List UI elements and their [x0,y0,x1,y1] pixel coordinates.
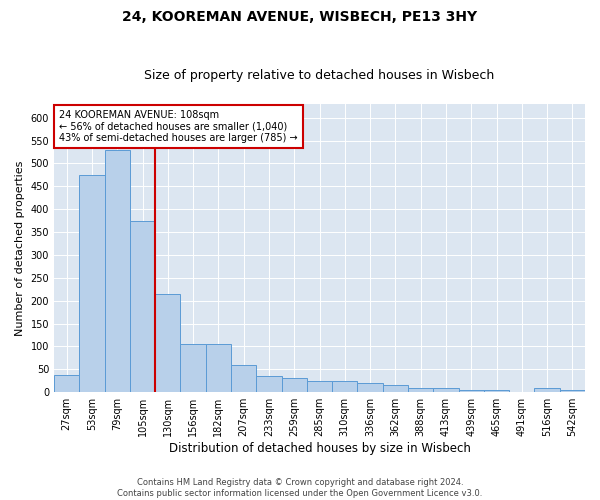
Bar [535,388,560,392]
Bar [206,344,231,392]
Bar [358,383,383,392]
Bar [79,175,104,392]
Bar [54,375,79,392]
Bar [433,388,458,392]
Bar [458,390,484,392]
Bar [307,381,332,392]
Bar [281,378,307,392]
Text: 24, KOOREMAN AVENUE, WISBECH, PE13 3HY: 24, KOOREMAN AVENUE, WISBECH, PE13 3HY [122,10,478,24]
Bar [155,294,181,392]
Bar [560,390,585,392]
Text: Contains HM Land Registry data © Crown copyright and database right 2024.
Contai: Contains HM Land Registry data © Crown c… [118,478,482,498]
Bar [383,386,408,392]
Bar [332,381,358,392]
X-axis label: Distribution of detached houses by size in Wisbech: Distribution of detached houses by size … [169,442,470,455]
Bar [130,220,155,392]
Text: 24 KOOREMAN AVENUE: 108sqm
← 56% of detached houses are smaller (1,040)
43% of s: 24 KOOREMAN AVENUE: 108sqm ← 56% of deta… [59,110,298,143]
Title: Size of property relative to detached houses in Wisbech: Size of property relative to detached ho… [145,69,494,82]
Bar [181,344,206,392]
Bar [408,388,433,392]
Bar [256,376,281,392]
Bar [104,150,130,392]
Bar [231,365,256,392]
Y-axis label: Number of detached properties: Number of detached properties [15,160,25,336]
Bar [484,390,509,392]
